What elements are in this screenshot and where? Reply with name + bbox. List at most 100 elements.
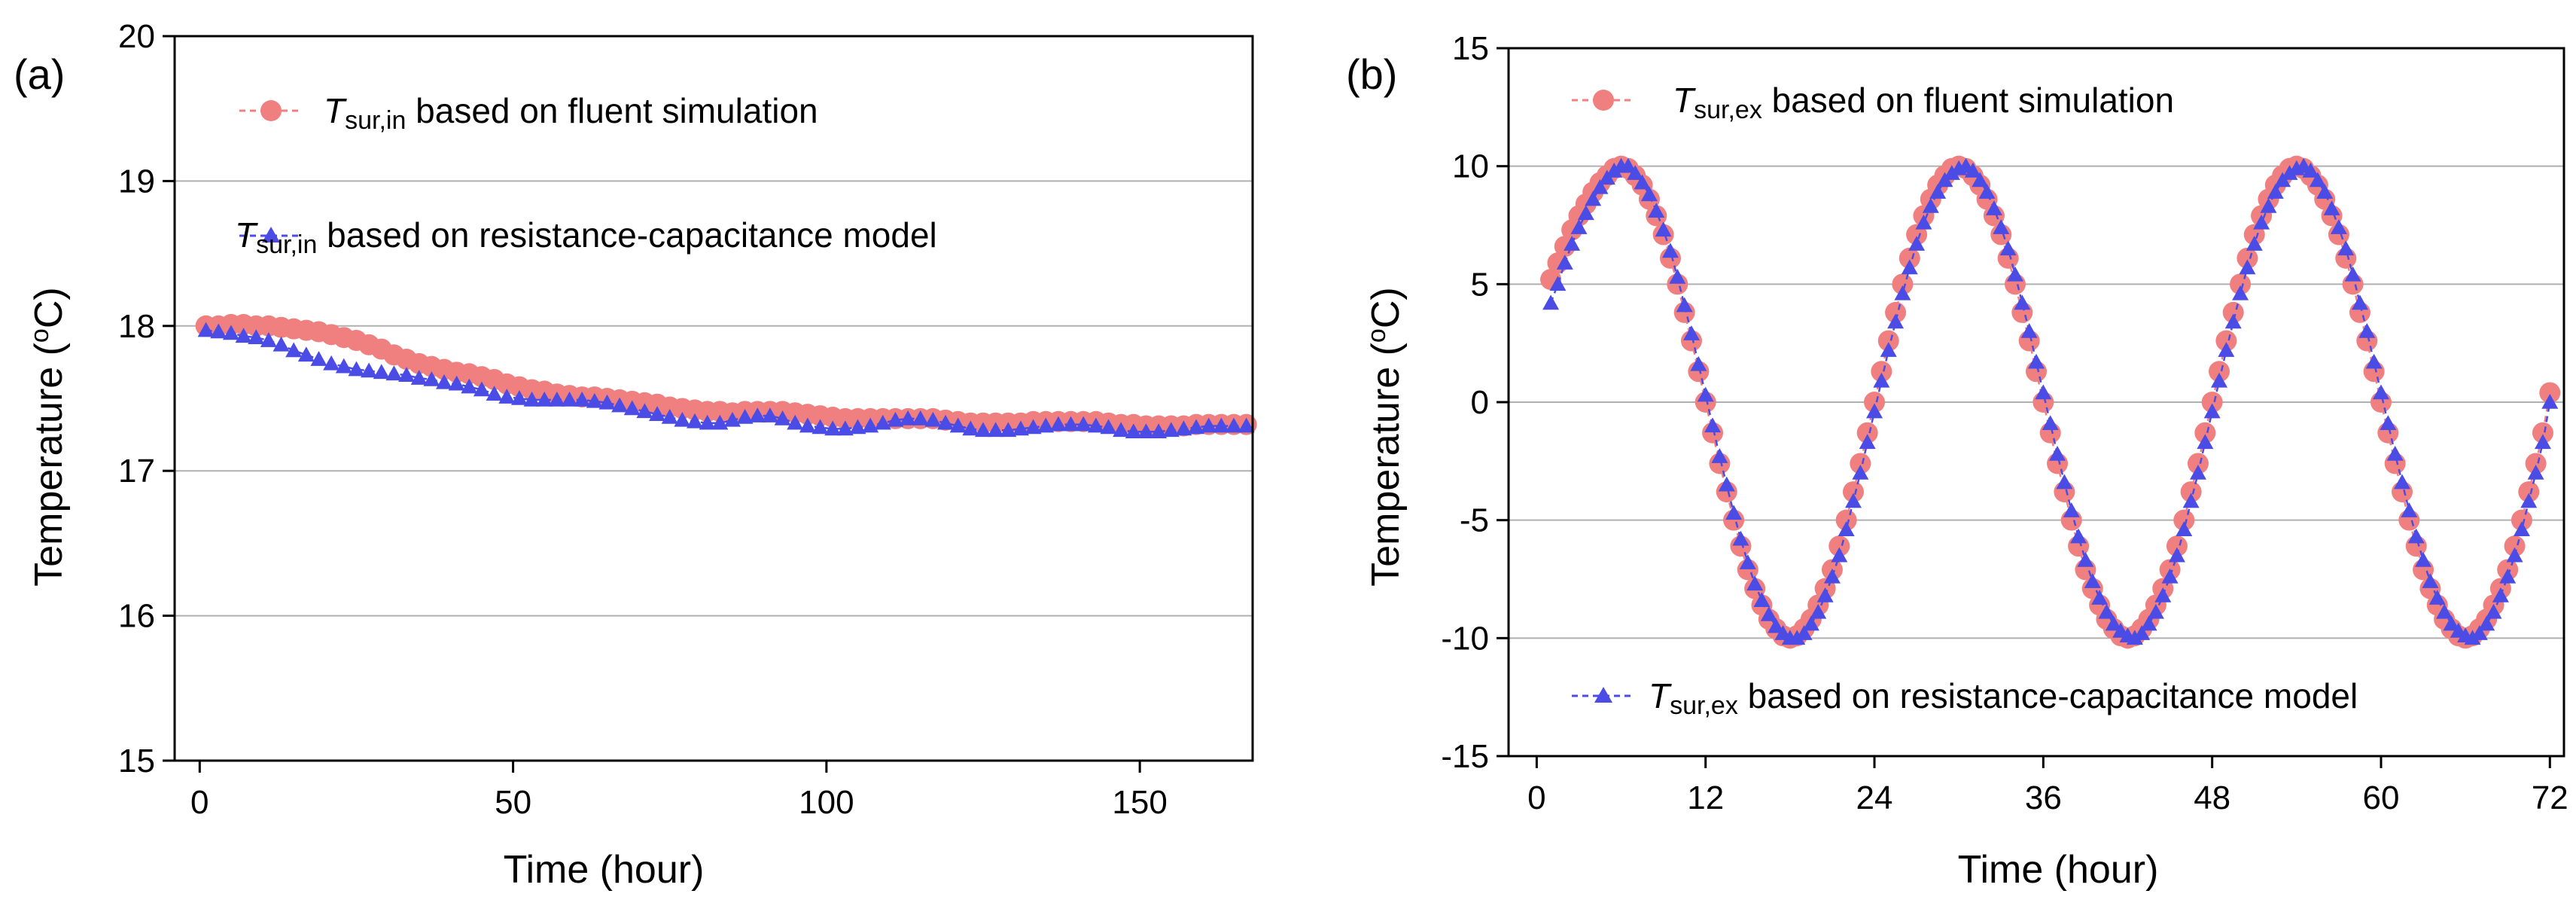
data-point-triangle — [1816, 587, 1834, 602]
data-point-triangle — [1810, 603, 1827, 619]
data-point-triangle — [2147, 603, 2164, 619]
data-point-triangle — [2105, 615, 2122, 631]
data-point-triangle — [799, 417, 816, 433]
panel-a-grid — [175, 180, 1253, 617]
data-point-triangle — [1025, 419, 1042, 435]
data-point-triangle — [1669, 268, 1686, 284]
data-point-triangle — [1908, 236, 1926, 251]
data-point-triangle — [2499, 568, 2517, 584]
data-point-triangle — [2035, 384, 2052, 400]
data-point-triangle — [1564, 236, 1581, 251]
data-point-triangle — [2316, 184, 2334, 199]
data-point-triangle — [2020, 323, 2038, 338]
y-tick-label: 15 — [118, 743, 155, 779]
data-point-triangle — [473, 381, 490, 397]
y-tick-label: 15 — [1452, 30, 1489, 67]
data-point-triangle — [1768, 618, 1785, 633]
data-point-triangle — [2246, 236, 2263, 251]
data-point-triangle — [1725, 505, 1743, 520]
data-point-triangle — [423, 371, 440, 386]
x-tick-label: 100 — [799, 784, 854, 821]
data-point-triangle — [1213, 417, 1230, 433]
data-point-triangle — [2492, 587, 2509, 602]
data-point-triangle — [1655, 221, 1672, 237]
data-point-triangle — [1739, 554, 1756, 569]
data-point-triangle — [962, 420, 979, 436]
data-point-triangle — [661, 409, 678, 424]
data-point-triangle — [1200, 417, 1217, 433]
data-point-triangle — [937, 414, 955, 430]
data-point-triangle — [949, 417, 967, 433]
data-point-triangle — [2098, 603, 2115, 619]
data-point-triangle — [1894, 285, 1911, 300]
data-point-triangle — [348, 361, 365, 377]
data-point-triangle — [1549, 276, 1567, 291]
data-point-triangle — [1226, 417, 1243, 433]
data-point-triangle — [1683, 325, 1701, 340]
legend-entry-text: Tsur,in based on fluent simulation — [324, 91, 818, 135]
data-point-triangle — [2168, 547, 2185, 563]
legend-marker-triangle — [1594, 687, 1612, 703]
data-point-triangle — [1704, 417, 1722, 433]
data-point-circle — [2173, 509, 2195, 531]
data-point-circle — [1899, 247, 1920, 269]
data-point-triangle — [2176, 521, 2193, 536]
data-point-triangle — [2386, 445, 2404, 461]
data-point-triangle — [586, 392, 603, 408]
data-point-circle — [1892, 273, 1914, 295]
data-point-triangle — [385, 365, 403, 381]
data-point-triangle — [1137, 423, 1155, 439]
data-point-triangle — [1619, 157, 1637, 173]
data-point-triangle — [2471, 625, 2488, 640]
data-point-triangle — [248, 329, 265, 344]
legend-marker-circle — [1593, 90, 1614, 111]
data-point-triangle — [774, 410, 791, 425]
data-point-triangle — [2070, 528, 2087, 544]
data-point-triangle — [874, 414, 891, 430]
data-point-triangle — [1972, 172, 1989, 188]
data-point-triangle — [222, 325, 239, 340]
panel-a-xlabel: Time (hour) — [504, 848, 705, 892]
x-tick-label: 50 — [495, 784, 531, 821]
data-point-triangle — [1795, 625, 1813, 640]
data-point-triangle — [197, 322, 215, 337]
data-point-circle — [2236, 247, 2258, 269]
data-point-triangle — [1760, 606, 1777, 621]
plot-frame — [173, 35, 1254, 762]
data-point-triangle — [1697, 386, 1714, 402]
data-point-triangle — [849, 419, 866, 435]
data-point-triangle — [2323, 200, 2340, 215]
data-point-triangle — [623, 400, 641, 416]
panel-a: (a) Temperature (oC) Time (hour) 1516171… — [14, 18, 1257, 892]
data-point-triangle — [674, 411, 691, 427]
data-point-triangle — [2302, 162, 2319, 178]
data-point-triangle — [285, 342, 303, 358]
data-point-circle — [1835, 509, 1857, 531]
data-point-triangle — [2344, 266, 2361, 282]
y-tick-label: -15 — [1441, 738, 1489, 775]
data-point-triangle — [2464, 630, 2481, 645]
x-tick-label: 48 — [2194, 779, 2230, 816]
data-point-triangle — [361, 362, 378, 378]
data-point-triangle — [761, 407, 778, 422]
data-point-triangle — [461, 378, 478, 394]
data-point-triangle — [310, 351, 327, 366]
data-point-triangle — [1929, 184, 1947, 199]
data-point-triangle — [2527, 465, 2544, 480]
data-point-triangle — [2042, 415, 2059, 430]
data-point-triangle — [2330, 219, 2347, 234]
data-point-triangle — [2394, 474, 2411, 490]
data-point-triangle — [1012, 420, 1029, 436]
data-point-triangle — [2203, 403, 2221, 419]
panel-a-label: (a) — [14, 50, 65, 98]
data-point-triangle — [2211, 372, 2228, 388]
data-point-triangle — [1802, 615, 1819, 631]
data-point-triangle — [260, 332, 277, 347]
data-point-triangle — [1887, 313, 1905, 329]
data-point-circle — [2525, 453, 2547, 474]
data-point-triangle — [1852, 465, 1869, 480]
x-tick-label: 0 — [190, 784, 209, 821]
data-point-triangle — [273, 336, 290, 352]
data-point-triangle — [1570, 219, 1588, 234]
x-tick-label: 150 — [1112, 784, 1167, 821]
